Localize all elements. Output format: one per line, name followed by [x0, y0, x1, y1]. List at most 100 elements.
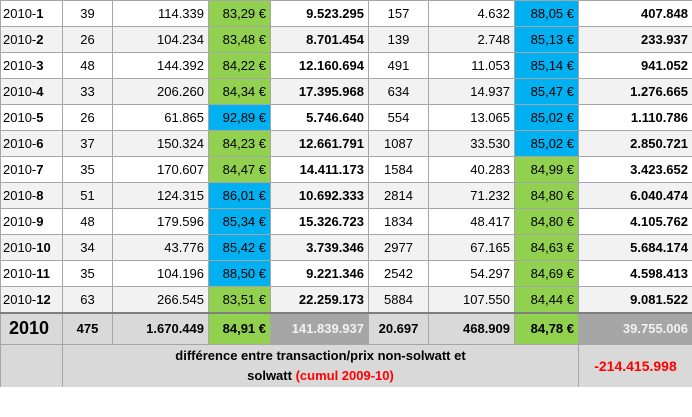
- amount-2: 1.110.786: [578, 104, 692, 131]
- count-1: 37: [62, 130, 113, 157]
- price-1: 88,50 €: [208, 260, 271, 287]
- count-1: 26: [62, 26, 113, 53]
- month-label: 2010-3: [0, 52, 63, 79]
- count-2: 491: [368, 52, 429, 79]
- month-number: 5: [36, 110, 44, 125]
- difference-label-line-1: différence entre transaction/prix non-so…: [175, 347, 466, 363]
- amount-2: 6.040.474: [578, 182, 692, 209]
- volume-2: 13.065: [428, 104, 515, 131]
- month-number: 3: [36, 58, 44, 73]
- amount-1: 14.411.173: [270, 156, 369, 183]
- count-1: 63: [62, 286, 113, 313]
- price-2: 85,13 €: [514, 26, 579, 53]
- difference-blank-cell: [0, 344, 63, 387]
- total-price-2: 84,78 €: [514, 311, 579, 345]
- table-row: 2010-12 63 266.545 83,51 €22.259.173 5884 107…: [0, 286, 692, 313]
- volume-1: 124.315: [112, 182, 209, 209]
- amount-2: 233.937: [578, 26, 692, 53]
- difference-label-line-2: solwatt (cumul 2009-10): [67, 366, 574, 386]
- month-number: 8: [36, 188, 44, 203]
- price-2: 84,44 €: [514, 286, 579, 313]
- table-row: 2010-8 51 124.315 86,01 €10.692.333 2814 71.2…: [0, 182, 692, 209]
- count-2: 2977: [368, 234, 429, 261]
- count-2: 554: [368, 104, 429, 131]
- table-row: 2010-7 35 170.607 84,47 €14.411.173 1584 40.2…: [0, 156, 692, 183]
- volume-1: 206.260: [112, 78, 209, 105]
- count-1: 33: [62, 78, 113, 105]
- price-2: 85,02 €: [514, 104, 579, 131]
- amount-1: 17.395.968: [270, 78, 369, 105]
- amount-1: 3.739.346: [270, 234, 369, 261]
- count-1: 48: [62, 52, 113, 79]
- month-number: 6: [36, 136, 44, 151]
- price-1: 85,42 €: [208, 234, 271, 261]
- month-number: 10: [36, 240, 51, 255]
- table-row: 2010-1 39 114.339 83,29 €9.523.295 157 4.632 8…: [0, 0, 692, 27]
- count-1: 34: [62, 234, 113, 261]
- count-2: 139: [368, 26, 429, 53]
- count-2: 1834: [368, 208, 429, 235]
- month-year: 2010-: [3, 136, 37, 151]
- amount-2: 4.598.413: [578, 260, 692, 287]
- total-row: 2010 475 1.670.449 84,91 € 141.839.937 2…: [0, 311, 692, 345]
- price-1: 86,01 €: [208, 182, 271, 209]
- volume-2: 48.417: [428, 208, 515, 235]
- month-year: 2010-: [3, 214, 37, 229]
- month-year: 2010-: [3, 162, 37, 177]
- sales-table: 2010-1 39 114.339 83,29 €9.523.295 157 4.632 8…: [0, 0, 692, 387]
- amount-1: 12.160.694: [270, 52, 369, 79]
- count-2: 1584: [368, 156, 429, 183]
- month-label: 2010-7: [0, 156, 63, 183]
- price-1: 84,23 €: [208, 130, 271, 157]
- volume-2: 71.232: [428, 182, 515, 209]
- month-number: 7: [36, 162, 44, 177]
- table-body: 2010-1 39 114.339 83,29 €9.523.295 157 4.632 8…: [0, 0, 692, 313]
- difference-value: -214.415.998: [578, 344, 692, 387]
- price-1: 83,51 €: [208, 286, 271, 313]
- count-2: 1087: [368, 130, 429, 157]
- month-year: 2010-: [3, 240, 37, 255]
- month-label: 2010-1: [0, 0, 63, 27]
- volume-1: 104.196: [112, 260, 209, 287]
- table-row: 2010-11 35 104.196 88,50 €9.221.346 2542 54.2…: [0, 260, 692, 287]
- volume-1: 104.234: [112, 26, 209, 53]
- amount-1: 22.259.173: [270, 286, 369, 313]
- month-label: 2010-2: [0, 26, 63, 53]
- amount-2: 5.684.174: [578, 234, 692, 261]
- amount-1: 5.746.640: [270, 104, 369, 131]
- volume-1: 144.392: [112, 52, 209, 79]
- amount-2: 2.850.721: [578, 130, 692, 157]
- count-1: 35: [62, 260, 113, 287]
- count-2: 2814: [368, 182, 429, 209]
- month-number: 12: [36, 291, 51, 307]
- count-2: 5884: [368, 286, 429, 313]
- month-number: 9: [36, 214, 44, 229]
- month-label: 2010-10: [0, 234, 63, 261]
- month-label: 2010-9: [0, 208, 63, 235]
- volume-2: 11.053: [428, 52, 515, 79]
- month-year: 2010-: [3, 188, 37, 203]
- volume-2: 67.165: [428, 234, 515, 261]
- amount-2: 3.423.652: [578, 156, 692, 183]
- volume-2: 33.530: [428, 130, 515, 157]
- price-1: 84,34 €: [208, 78, 271, 105]
- amount-1: 9.523.295: [270, 0, 369, 27]
- month-number: 11: [36, 266, 50, 281]
- month-label: 2010-12: [0, 286, 63, 313]
- price-2: 84,99 €: [514, 156, 579, 183]
- month-year: 2010-: [3, 291, 37, 307]
- count-1: 39: [62, 0, 113, 27]
- month-number: 1: [36, 6, 44, 21]
- month-number: 2: [36, 32, 44, 47]
- month-number: 4: [36, 84, 44, 99]
- volume-1: 179.596: [112, 208, 209, 235]
- month-label: 2010-11: [0, 260, 63, 287]
- count-2: 157: [368, 0, 429, 27]
- volume-1: 114.339: [112, 0, 209, 27]
- total-amount-1: 141.839.937: [270, 311, 369, 345]
- count-1: 48: [62, 208, 113, 235]
- price-2: 84,80 €: [514, 208, 579, 235]
- volume-1: 150.324: [112, 130, 209, 157]
- price-2: 88,05 €: [514, 0, 579, 27]
- price-2: 84,63 €: [514, 234, 579, 261]
